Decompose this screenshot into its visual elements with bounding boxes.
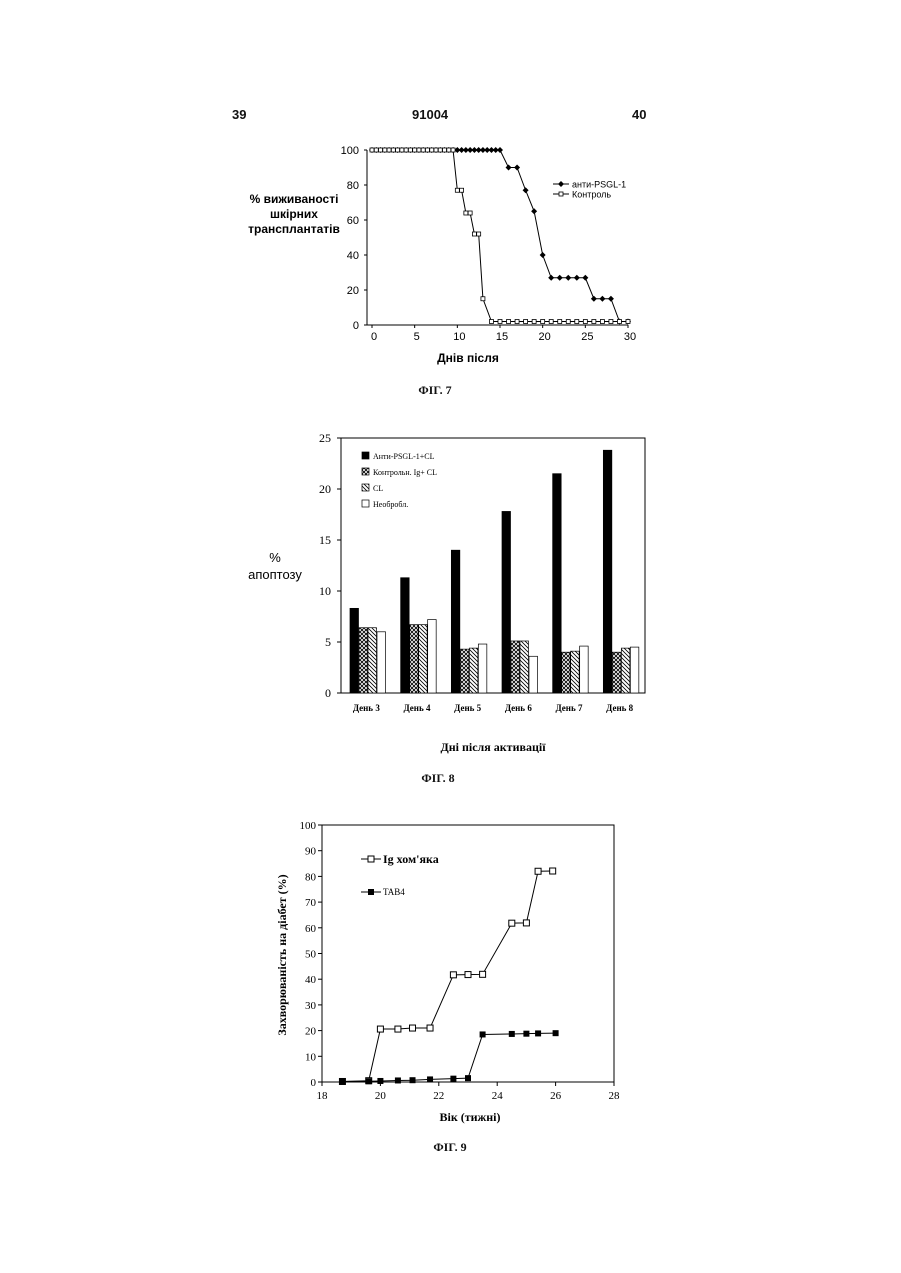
fig9-caption: ФІГ. 9 [415, 1140, 485, 1155]
fig9-y-tick-label: 0 [311, 1077, 317, 1089]
fig9-x-tick-label: 20 [375, 1090, 387, 1102]
fig9-y-tick-label: 70 [305, 897, 317, 909]
fig9-point-ig [465, 972, 471, 978]
fig9-x-tick-label: 28 [609, 1090, 621, 1102]
fig9-y-tick-label: 80 [305, 871, 317, 883]
fig9-x-tick-label: 26 [550, 1090, 562, 1102]
fig9-legend-label: TAB4 [383, 887, 405, 897]
fig9-point-tab4 [377, 1078, 383, 1084]
fig9-x-tick-label: 22 [433, 1090, 444, 1102]
fig9-point-tab4 [427, 1076, 433, 1082]
fig9-point-ig [410, 1025, 416, 1031]
fig9-point-tab4 [535, 1030, 541, 1036]
fig9-point-tab4 [366, 1078, 372, 1084]
fig9-y-tick-label: 40 [305, 974, 317, 986]
fig9-point-tab4 [523, 1031, 529, 1037]
fig9-point-ig [480, 971, 486, 977]
fig9-point-tab4 [450, 1076, 456, 1082]
fig9-series-line [342, 871, 552, 1081]
fig9-y-tick-label: 20 [305, 1026, 317, 1038]
fig9-x-tick-label: 24 [492, 1090, 504, 1102]
fig9-x-axis-label: Вік (тижні) [439, 1110, 500, 1124]
fig9-point-tab4 [480, 1031, 486, 1037]
fig9-point-tab4 [395, 1077, 401, 1083]
fig9-point-tab4 [410, 1077, 416, 1083]
fig9-y-tick-label: 60 [305, 923, 317, 935]
fig9-y-tick-label: 100 [300, 820, 317, 832]
fig9-y-tick-label: 30 [305, 1000, 317, 1012]
fig9-point-ig [395, 1026, 401, 1032]
fig9-point-ig [450, 972, 456, 978]
fig9-plot-frame [322, 825, 614, 1082]
fig9-y-tick-label: 10 [305, 1051, 317, 1063]
fig9-point-tab4 [553, 1030, 559, 1036]
fig9-point-ig [523, 920, 529, 926]
fig9-point-tab4 [339, 1078, 345, 1084]
fig9-y-tick-label: 90 [305, 846, 317, 858]
fig9-legend-marker [368, 856, 374, 862]
fig9-y-axis-label: Захворюваність на діабет (%) [275, 874, 289, 1035]
fig9-point-ig [535, 868, 541, 874]
fig9-point-ig [377, 1026, 383, 1032]
fig9-y-tick-label: 50 [305, 949, 317, 961]
fig9-point-ig [550, 868, 556, 874]
fig9-point-tab4 [509, 1031, 515, 1037]
fig9-point-ig [509, 920, 515, 926]
fig9-point-ig [427, 1025, 433, 1031]
fig9-x-tick-label: 18 [317, 1090, 329, 1102]
fig9-legend-marker [368, 889, 374, 895]
fig9-point-tab4 [465, 1075, 471, 1081]
fig9-legend-label: Ig хом'яка [383, 852, 439, 866]
